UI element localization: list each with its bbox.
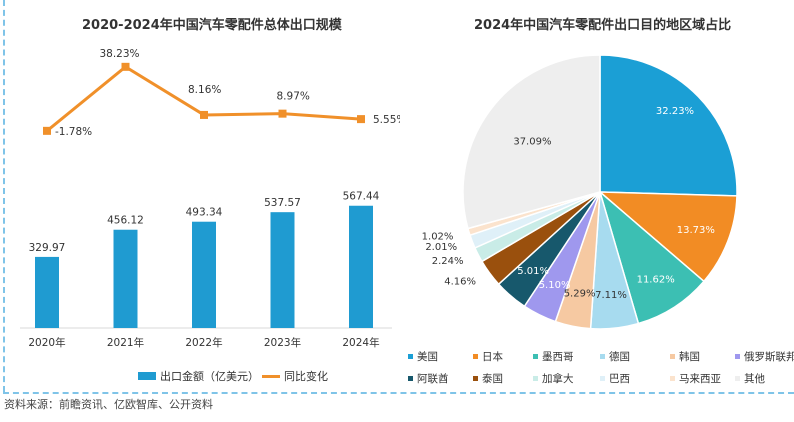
x-tick-label: 2020年: [28, 336, 65, 349]
yoy-point: [200, 110, 208, 119]
pie-legend-swatch: [600, 376, 605, 381]
bar-line-chart: 329.97 2020年 456.12 2021年 493.34 2022年 537.57 2…: [20, 48, 400, 349]
pie-legend-item: 加拿大: [533, 371, 574, 386]
yoy-value-label: 38.23%: [99, 48, 139, 60]
bar-chart-title: 2020-2024年中国汽车零配件总体出口规模: [82, 18, 342, 33]
pie-legend-item: 德国: [600, 349, 630, 364]
pie-legend-swatch: [473, 354, 478, 359]
pie-legend-label: 墨西哥: [542, 351, 574, 363]
legend-line-label: 同比变化: [284, 370, 328, 383]
pie-value-label: 5.10%: [539, 280, 571, 291]
legend-line-swatch: [262, 374, 280, 378]
pie-legend-label: 德国: [609, 351, 630, 363]
bar-value-label: 537.57: [264, 197, 301, 209]
x-tick-label: 2021年: [107, 336, 144, 349]
pie-legend-label: 俄罗斯联邦: [744, 351, 794, 363]
pie-legend-label: 日本: [482, 351, 503, 363]
source-note: 资料来源：前瞻资讯、亿欧智库、公开资料: [4, 398, 213, 411]
frame-bottom-border: [3, 392, 794, 394]
pie-legend-item: 美国: [408, 349, 438, 364]
pie-legend-item: 其他: [735, 371, 765, 386]
pie-chart-title: 2024年中国汽车零配件出口目的地区域占比: [474, 18, 732, 33]
x-tick-label: 2024年: [342, 336, 379, 349]
pie-slice-12: [462, 54, 601, 230]
pie-value-label: 5.29%: [564, 289, 596, 300]
pie-legend-label: 美国: [417, 351, 438, 363]
pie-legend-label: 马来西亚: [679, 373, 721, 385]
pie-value-label: 32.23%: [656, 106, 694, 117]
pie-value-label: 13.73%: [677, 225, 715, 236]
yoy-point: [357, 115, 365, 124]
pie-legend-swatch: [670, 376, 675, 381]
pie-legend-swatch: [408, 354, 413, 359]
yoy-value-label: 8.97%: [277, 91, 310, 103]
bar-4: [270, 212, 295, 328]
pie-legend-item: 墨西哥: [533, 349, 574, 364]
pie-value-label: 5.01%: [517, 266, 549, 277]
bar-5: [349, 205, 373, 328]
bar-3: [192, 221, 216, 328]
yoy-value-label: 8.16%: [188, 84, 221, 96]
pie-legend-item: 日本: [473, 349, 503, 364]
pie-legend-label: 韩国: [679, 351, 700, 363]
pie-value-label: 2.24%: [432, 256, 464, 267]
pie-chart: 32.23% 13.73% 11.62% 7.11%5.29%5.10% 5.01% 4.…: [422, 54, 738, 330]
legend-bar-swatch: [138, 372, 156, 380]
pie-legend-swatch: [735, 354, 740, 359]
pie-legend-swatch: [473, 376, 478, 381]
yoy-value-label: -1.78%: [55, 126, 92, 138]
pie-value-label: 2.01%: [425, 242, 457, 253]
pie-legend-item: 韩国: [670, 349, 700, 364]
x-tick-label: 2022年: [185, 336, 222, 349]
pie-slice-1: [599, 54, 738, 197]
legend-bar: 出口金额（亿美元）: [138, 368, 259, 384]
pie-value-label: 1.02%: [422, 231, 454, 242]
pie-legend-item: 俄罗斯联邦: [735, 349, 794, 364]
pie-legend-item: 阿联酋: [408, 371, 449, 386]
yoy-point: [43, 126, 51, 135]
pie-legend-item: 巴西: [600, 371, 630, 386]
pie-legend-label: 加拿大: [542, 373, 574, 385]
pie-legend-swatch: [735, 376, 740, 381]
bar-1: [35, 256, 59, 328]
legend-bar-label: 出口金额（亿美元）: [160, 370, 259, 383]
bar-value-label: 493.34: [186, 207, 223, 219]
yoy-line: [46, 64, 362, 133]
bar-value-label: 567.44: [343, 191, 380, 203]
bar-2: [113, 229, 138, 328]
legend-line: 同比变化: [262, 368, 328, 384]
pie-value-label: 7.11%: [595, 290, 627, 301]
pie-legend-label: 巴西: [609, 373, 630, 385]
pie-legend-swatch: [408, 376, 413, 381]
pie-value-label: 4.16%: [444, 276, 476, 287]
x-tick-label: 2023年: [264, 336, 301, 349]
pie-value-label: 37.09%: [513, 137, 551, 148]
bar-value-label: 456.12: [107, 215, 144, 227]
pie-legend-swatch: [533, 376, 538, 381]
pie-legend-swatch: [670, 354, 675, 359]
pie-legend-swatch: [600, 354, 605, 359]
pie-legend-label: 其他: [744, 373, 765, 385]
yoy-value-label: 5.55%: [373, 114, 400, 126]
bar-value-label: 329.97: [29, 242, 66, 254]
pie-legend-label: 阿联酋: [417, 373, 449, 385]
pie-legend-label: 泰国: [482, 373, 503, 385]
pie-value-label: 11.62%: [637, 274, 675, 285]
frame-left-border: [3, 0, 5, 392]
yoy-point: [121, 62, 130, 71]
yoy-point: [278, 109, 287, 118]
pie-legend-item: 马来西亚: [670, 371, 721, 386]
pie-slice-3: [598, 189, 705, 325]
pie-legend-item: 泰国: [473, 371, 503, 386]
pie-slice-2: [597, 191, 738, 283]
pie-legend-swatch: [533, 354, 538, 359]
